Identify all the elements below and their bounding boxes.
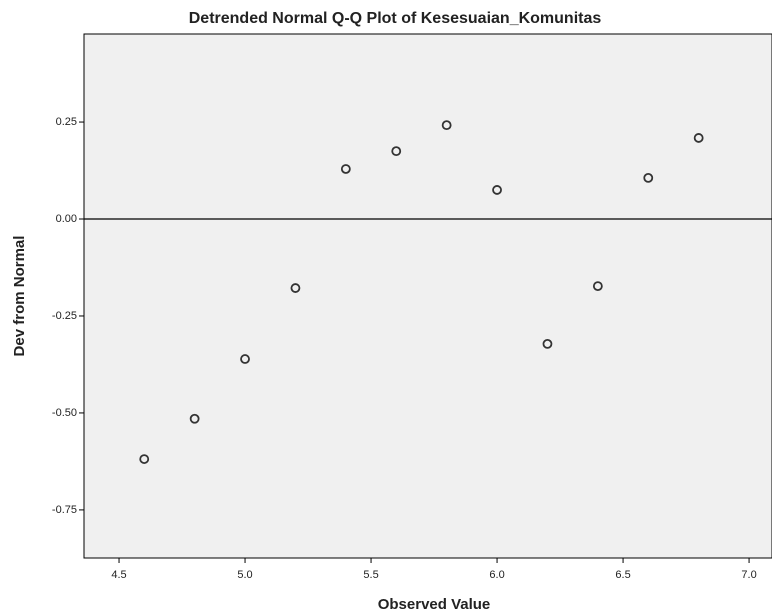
x-tick-label: 5.5: [363, 569, 378, 581]
point: [139, 454, 150, 464]
x-tick-label: 6.5: [615, 569, 630, 581]
x-tick-label: 4.5: [111, 569, 126, 581]
y-tick-label: 0.25: [56, 116, 77, 128]
y-tick-label: -0.75: [52, 504, 77, 516]
y-axis-label: Dev from Normal: [11, 236, 28, 357]
y-tick-label: 0.00: [56, 213, 77, 225]
y-tick-label: -0.50: [52, 407, 77, 419]
point: [492, 185, 502, 195]
point: [592, 281, 603, 292]
plot-area: [83, 33, 772, 559]
x-tick-label: 5.0: [237, 569, 252, 581]
point: [441, 120, 452, 131]
point: [391, 146, 402, 157]
x-tick-label: 7.0: [741, 569, 756, 581]
point: [340, 164, 351, 174]
x-axis-label: Observed Value: [378, 596, 491, 613]
y-tick-label: -0.25: [52, 310, 77, 322]
x-tick-label: 6.0: [489, 569, 504, 581]
point: [189, 413, 200, 424]
point: [240, 354, 250, 364]
point: [643, 172, 654, 183]
point: [290, 283, 301, 293]
point: [542, 339, 553, 349]
point: [693, 133, 704, 143]
chart-title: Detrended Normal Q-Q Plot of Kesesuaian_…: [189, 10, 602, 27]
